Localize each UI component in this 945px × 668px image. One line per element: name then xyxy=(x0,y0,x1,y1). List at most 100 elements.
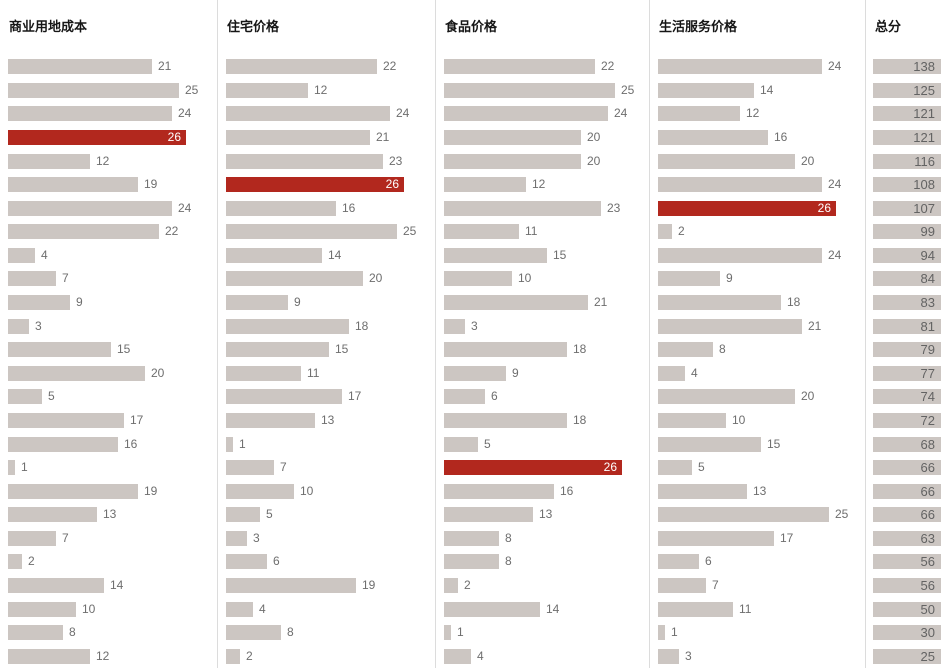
bar xyxy=(8,177,138,193)
bar-value-label: 1 xyxy=(671,625,678,640)
bar-value-label: 11 xyxy=(739,601,752,616)
bar-value-label: 22 xyxy=(383,59,397,74)
total-score-band: 77 xyxy=(873,365,941,381)
total-cell: 125 xyxy=(866,79,945,103)
bar xyxy=(658,648,679,664)
bar-cell: 5 xyxy=(436,432,650,456)
column-header-housing-price: 住宅价格 xyxy=(218,0,436,55)
bar xyxy=(658,130,768,146)
bar-value-label: 20 xyxy=(369,271,383,286)
bar xyxy=(444,224,519,240)
total-cell: 68 xyxy=(866,432,945,456)
total-score-band: 107 xyxy=(873,200,941,216)
total-cell: 72 xyxy=(866,409,945,433)
column-header-food-price: 食品价格 xyxy=(436,0,650,55)
total-cell: 121 xyxy=(866,126,945,150)
bar-cell: 16 xyxy=(218,196,436,221)
bar-cell: 11 xyxy=(436,220,650,244)
bar-value-label: 10 xyxy=(300,483,314,498)
bar xyxy=(658,271,720,287)
bar-cell: 15 xyxy=(650,432,866,456)
bar-value-label: 5 xyxy=(266,507,273,522)
bar-cell: 24 xyxy=(650,172,866,197)
bar-value-label: 11 xyxy=(525,224,538,239)
bar-value-label: 19 xyxy=(144,483,158,498)
total-score-label: 77 xyxy=(920,365,935,381)
bar xyxy=(444,389,485,405)
bar xyxy=(226,601,253,617)
rank-row: 21 22 22 24 138 xyxy=(0,55,945,79)
bar-value-label: 23 xyxy=(607,200,621,215)
highlighted-bar: 26 xyxy=(444,460,622,476)
bar xyxy=(8,224,159,240)
bar-cell: 21 xyxy=(650,314,866,338)
total-score-band: 121 xyxy=(873,106,941,122)
bar xyxy=(444,436,478,452)
bar xyxy=(444,247,547,263)
bar xyxy=(8,530,56,546)
bar xyxy=(8,412,124,428)
total-score-label: 30 xyxy=(920,625,935,641)
bar xyxy=(8,365,145,381)
bar-value-label: 6 xyxy=(705,554,712,569)
bar xyxy=(658,82,754,98)
rank-row: 10 4 14 11 50 xyxy=(0,597,945,621)
bar-cell: 19 xyxy=(0,479,218,503)
bar xyxy=(8,625,63,641)
total-score-band: 81 xyxy=(873,318,941,334)
bar-cell: 15 xyxy=(436,243,650,268)
total-cell: 107 xyxy=(866,196,945,220)
bar-cell: 8 xyxy=(436,550,650,574)
bar xyxy=(444,295,588,311)
bar-value-label: 8 xyxy=(287,625,294,640)
bar-cell: 7 xyxy=(218,455,436,480)
bar-value-label: 5 xyxy=(484,436,491,451)
total-score-label: 121 xyxy=(913,106,935,122)
total-cell: 66 xyxy=(866,456,945,480)
bar-value-label: 16 xyxy=(774,130,788,145)
total-cell: 99 xyxy=(866,220,945,244)
bar-cell: 25 xyxy=(650,502,866,527)
rank-row: 22 25 11 2 99 xyxy=(0,220,945,244)
bar xyxy=(226,436,233,452)
total-cell: 81 xyxy=(866,314,945,338)
bar-cell: 5 xyxy=(650,455,866,480)
bar xyxy=(8,271,56,287)
total-score-band: 99 xyxy=(873,224,941,240)
bar-value-label: 4 xyxy=(259,601,266,616)
bar xyxy=(226,578,356,593)
bar-value-label: 24 xyxy=(396,106,410,121)
bar-cell: 21 xyxy=(0,55,218,79)
bar-value-label: 16 xyxy=(124,436,138,451)
total-score-band: 66 xyxy=(873,507,941,523)
bar-value-label: 11 xyxy=(307,365,320,380)
column-header-commercial-land-cost: 商业用地成本 xyxy=(0,0,218,55)
bar-cell: 2 xyxy=(0,550,218,574)
total-score-label: 94 xyxy=(920,247,935,263)
bar-value-label: 26 xyxy=(603,460,617,475)
bar xyxy=(226,507,260,523)
rank-row: 17 13 18 10 72 xyxy=(0,408,945,433)
bar-cell: 23 xyxy=(436,196,650,221)
bar-value-label: 20 xyxy=(587,130,601,145)
bar-cell: 24 xyxy=(650,243,866,268)
bar-value-label: 2 xyxy=(678,224,685,239)
total-score-band: 84 xyxy=(873,271,941,287)
rank-row: 7 3 8 17 63 xyxy=(0,526,945,551)
bar-value-label: 20 xyxy=(801,389,815,404)
bar-cell: 15 xyxy=(218,337,436,362)
bar-value-label: 25 xyxy=(835,507,849,522)
bar-value-label: 21 xyxy=(594,295,608,310)
bar-cell: 8 xyxy=(218,620,436,645)
bar-value-label: 10 xyxy=(518,271,532,286)
bar-cell: 8 xyxy=(436,526,650,551)
bar-cell: 2 xyxy=(436,573,650,598)
bar-value-label: 21 xyxy=(808,318,822,333)
bar-value-label: 3 xyxy=(253,530,260,545)
bar-value-label: 6 xyxy=(491,389,498,404)
bar-value-label: 8 xyxy=(505,530,512,545)
bar xyxy=(226,530,247,546)
total-cell: 121 xyxy=(866,102,945,126)
bar-cell: 22 xyxy=(0,220,218,244)
bar-cell: 13 xyxy=(218,408,436,433)
